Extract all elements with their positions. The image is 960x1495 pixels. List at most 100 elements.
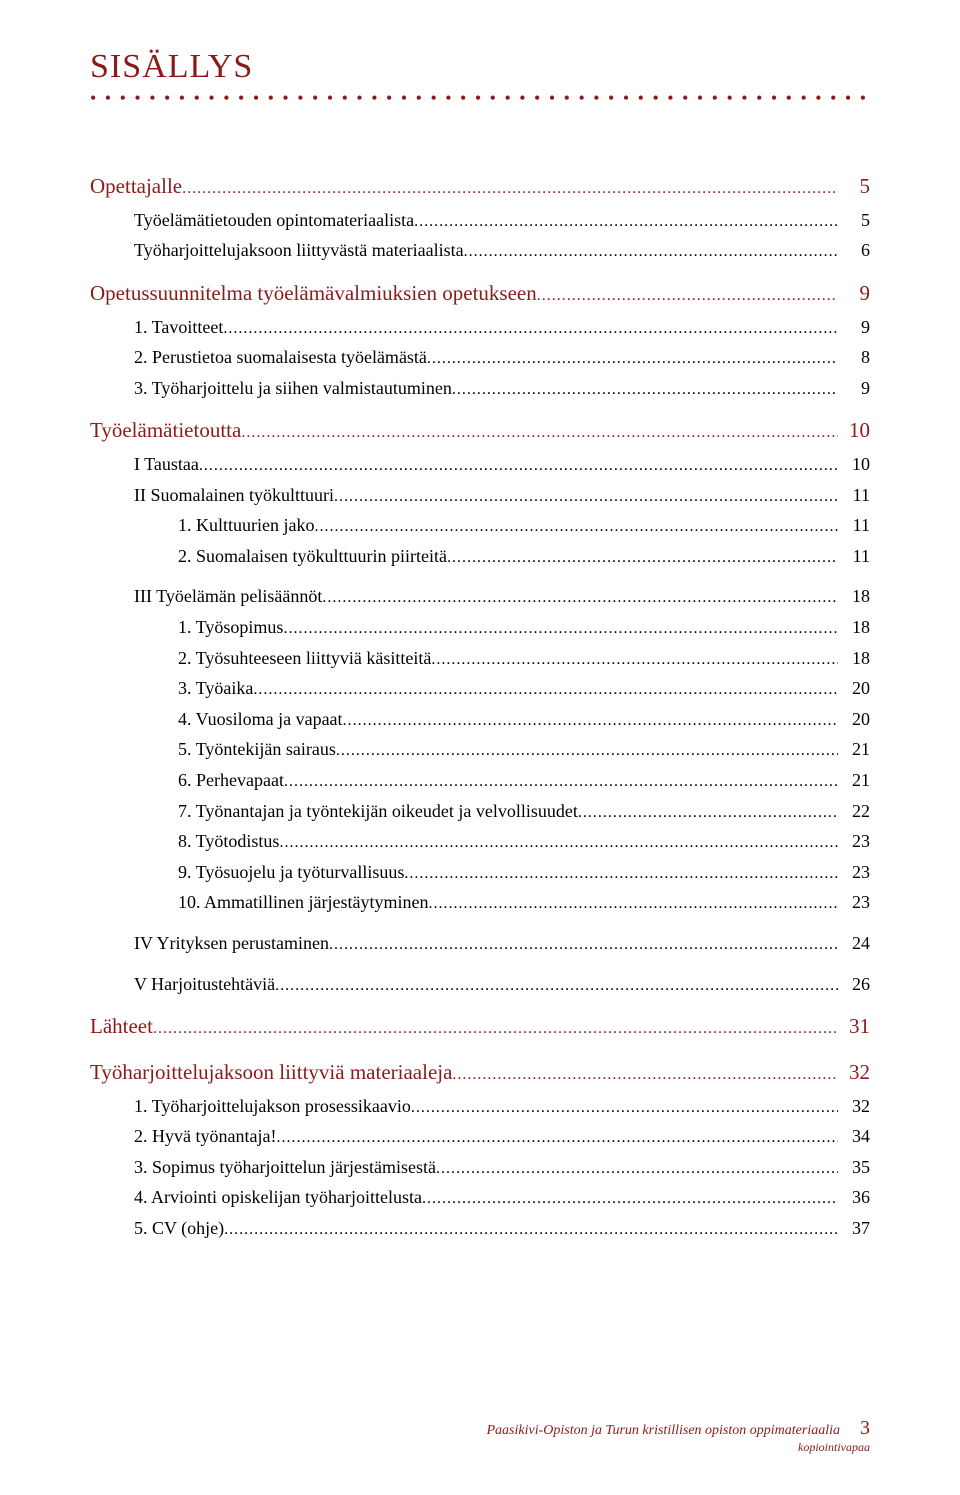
toc-label: I Taustaa: [134, 449, 199, 480]
toc-leaders: ........................................…: [334, 483, 838, 510]
toc-label: 10. Ammatillinen järjestäytyminen: [178, 887, 428, 918]
footer-line2: kopiointivapaa: [486, 1440, 870, 1455]
toc-entry: Työelämätietouden opintomateriaalista...…: [90, 205, 870, 236]
toc-label: 2. Suomalaisen työkulttuurin piirteitä: [178, 541, 447, 572]
toc-leaders: ........................................…: [275, 972, 838, 999]
toc-leaders: ........................................…: [343, 707, 838, 734]
toc-entry: 1. Tavoitteet...........................…: [90, 312, 870, 343]
toc-entry: I Taustaa...............................…: [90, 449, 870, 480]
toc-leaders: ........................................…: [224, 1216, 838, 1243]
footer: Paasikivi-Opiston ja Turun kristillisen …: [486, 1417, 870, 1455]
toc-label: II Suomalainen työkulttuuri: [134, 480, 334, 511]
toc-label: Lähteet: [90, 1009, 153, 1045]
toc-page: 21: [838, 734, 870, 765]
toc-leaders: ........................................…: [329, 931, 838, 958]
toc-label: 3. Työaika: [178, 673, 253, 704]
toc-entry: 3. Työaika..............................…: [90, 673, 870, 704]
toc-entry: IV Yrityksen perustaminen...............…: [90, 928, 870, 959]
toc-entry: 7. Työnantajan ja työntekijän oikeudet j…: [90, 796, 870, 827]
toc-leaders: ........................................…: [336, 737, 838, 764]
toc-leaders: ........................................…: [279, 829, 838, 856]
toc-entry: Työelämätietoutta.......................…: [90, 413, 870, 449]
toc-label: 9. Työsuojelu ja työturvallisuus: [178, 857, 404, 888]
toc-label: Työharjoittelujaksoon liittyvästä materi…: [134, 235, 464, 266]
title-dots: • • • • • • • • • • • • • • • • • • • • …: [90, 88, 870, 109]
toc-entry: 5. CV (ohje)............................…: [90, 1213, 870, 1244]
toc-leaders: ........................................…: [464, 238, 838, 265]
toc-leaders: ........................................…: [436, 1155, 838, 1182]
toc-leaders: ........................................…: [578, 799, 838, 826]
toc-entry: 2. Hyvä työnantajа!.....................…: [90, 1121, 870, 1152]
toc-page: 34: [838, 1121, 870, 1152]
toc-entry: 4. Arviointi opiskelijan työharjoittelus…: [90, 1182, 870, 1213]
toc-page: 10: [838, 449, 870, 480]
toc-entry: 9. Työsuojelu ja työturvallisuus........…: [90, 857, 870, 888]
toc-label: Työelämätietoutta: [90, 413, 241, 449]
toc-leaders: ........................................…: [404, 860, 838, 887]
toc-page: 9: [838, 276, 870, 312]
toc-label: 8. Työtodistus: [178, 826, 279, 857]
toc-leaders: ........................................…: [283, 615, 838, 642]
toc-page: 10: [838, 413, 870, 449]
toc-leaders: ........................................…: [422, 1185, 838, 1212]
toc-entry: 10. Ammatillinen järjestäytyminen.......…: [90, 887, 870, 918]
toc-page: 20: [838, 704, 870, 735]
toc-leaders: ........................................…: [428, 890, 838, 917]
table-of-contents: Opettajalle.............................…: [90, 145, 870, 1243]
toc-page: 21: [838, 765, 870, 796]
toc-leaders: ........................................…: [314, 513, 838, 540]
toc-page: 24: [838, 928, 870, 959]
toc-label: Työelämätietouden opintomateriaalista: [134, 205, 414, 236]
toc-entry: Lähteet.................................…: [90, 1009, 870, 1045]
toc-page: 11: [838, 541, 870, 572]
toc-leaders: ........................................…: [431, 646, 838, 673]
toc-page: 23: [838, 857, 870, 888]
toc-label: 5. CV (ohje): [134, 1213, 224, 1244]
toc-entry: Työharjoittelujaksoon liittyviä materiaa…: [90, 1055, 870, 1091]
toc-leaders: ........................................…: [199, 452, 838, 479]
toc-label: 6. Perhevapaat: [178, 765, 284, 796]
toc-entry: Opettajalle.............................…: [90, 169, 870, 205]
toc-page: 9: [838, 373, 870, 404]
toc-leaders: ........................................…: [153, 1015, 838, 1042]
toc-page: 5: [838, 169, 870, 205]
toc-entry: 6. Perhevapaat..........................…: [90, 765, 870, 796]
toc-page: 23: [838, 826, 870, 857]
toc-leaders: ........................................…: [427, 345, 838, 372]
toc-label: V Harjoitustehtäviä: [134, 969, 275, 1000]
toc-leaders: ........................................…: [447, 544, 838, 571]
toc-entry: 3. Työharjoittelu ja siihen valmistautum…: [90, 373, 870, 404]
toc-entry: 2. Suomalaisen työkulttuurin piirteitä..…: [90, 541, 870, 572]
toc-entry: 2. Perustietoa suomalaisesta työelämästä…: [90, 342, 870, 373]
toc-label: 2. Hyvä työnantajа!: [134, 1121, 276, 1152]
toc-page: 35: [838, 1152, 870, 1183]
toc-entry: 3. Sopimus työharjoittelun järjestämises…: [90, 1152, 870, 1183]
toc-label: Opetussuunnitelma työelämävalmiuksien op…: [90, 276, 537, 312]
toc-page: 32: [838, 1091, 870, 1122]
toc-page: 5: [838, 205, 870, 236]
toc-page: 8: [838, 342, 870, 373]
footer-line1: Paasikivi-Opiston ja Turun kristillisen …: [486, 1423, 840, 1439]
toc-label: 5. Työntekijän sairaus: [178, 734, 336, 765]
toc-leaders: ........................................…: [537, 282, 838, 309]
toc-page: 18: [838, 643, 870, 674]
toc-leaders: ........................................…: [241, 419, 838, 446]
toc-leaders: ........................................…: [182, 175, 838, 202]
toc-label: 2. Työsuhteeseen liittyviä käsitteitä: [178, 643, 431, 674]
toc-label: Työharjoittelujaksoon liittyviä materiaa…: [90, 1055, 452, 1091]
toc-entry: 8. Työtodistus..........................…: [90, 826, 870, 857]
toc-page: 22: [838, 796, 870, 827]
toc-page: 11: [838, 510, 870, 541]
toc-entry: Opetussuunnitelma työelämävalmiuksien op…: [90, 276, 870, 312]
toc-page: 11: [838, 480, 870, 511]
toc-label: 1. Tavoitteet: [134, 312, 223, 343]
toc-label: 1. Työharjoittelujakson prosessikaavio: [134, 1091, 411, 1122]
toc-page: 23: [838, 887, 870, 918]
toc-leaders: ........................................…: [253, 676, 838, 703]
toc-label: 1. Työsopimus: [178, 612, 283, 643]
toc-page: 36: [838, 1182, 870, 1213]
toc-page: 18: [838, 612, 870, 643]
toc-page: 9: [838, 312, 870, 343]
toc-page: 18: [838, 581, 870, 612]
toc-entry: V Harjoitustehtäviä.....................…: [90, 969, 870, 1000]
